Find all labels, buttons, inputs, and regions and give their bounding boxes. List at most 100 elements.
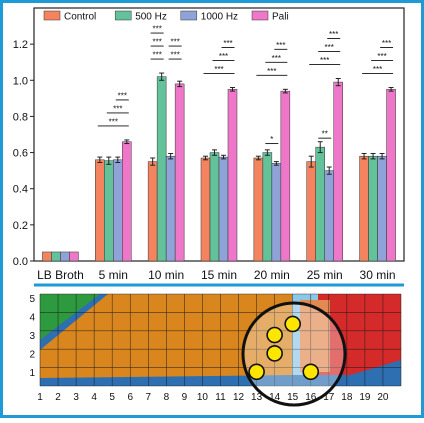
significance-label: *** — [377, 52, 386, 61]
x-tick-label: 20 min — [254, 268, 290, 282]
map-x-label: 3 — [73, 392, 79, 403]
x-tick-label: LB Broth — [37, 268, 84, 282]
x-tick-label: 5 min — [99, 268, 128, 282]
map-x-label: 6 — [127, 392, 133, 403]
map-red-region — [318, 294, 401, 375]
y-tick-label: 0.2 — [13, 220, 28, 232]
bar — [306, 161, 316, 262]
map-x-label: 15 — [287, 392, 299, 403]
map-x-label: 4 — [91, 392, 97, 403]
legend-swatch — [43, 10, 61, 21]
highlight-circle — [241, 301, 347, 407]
map-y-label: 1 — [29, 368, 35, 379]
significance-label: ** — [322, 130, 328, 139]
bar — [359, 155, 369, 262]
map-y-label: 3 — [29, 331, 35, 342]
bar — [42, 251, 52, 262]
map-points — [248, 315, 320, 381]
x-axis: LB Broth 5 min 10 min 15 min 20 min 25 min 30 … — [37, 268, 396, 282]
y-tick-label: 0.6 — [13, 148, 28, 160]
significance-label: *** — [109, 117, 118, 126]
bar — [218, 156, 229, 262]
bar-chart: 0.0 0.2 0.4 0.6 0.8 1.0 1.2 LB Broth 5 min 10 mi… — [13, 7, 405, 282]
bar — [200, 157, 211, 262]
bar — [227, 89, 238, 262]
significance-label: *** — [152, 51, 161, 60]
significance-brackets: ****************************************… — [97, 25, 394, 144]
significance-label: *** — [214, 65, 223, 74]
bar — [122, 141, 132, 262]
significance-label: *** — [272, 54, 281, 63]
map-orange-region — [40, 294, 292, 378]
map-x-label: 17 — [323, 392, 335, 403]
significance-label: *** — [325, 43, 334, 52]
y-tick-label: 1.2 — [13, 39, 28, 51]
significance-label: *** — [276, 41, 285, 50]
map-x-label: 7 — [146, 392, 152, 403]
map-x-label: 14 — [269, 392, 281, 403]
map-grid-lines — [39, 293, 402, 387]
bar — [253, 157, 264, 262]
bar — [95, 159, 105, 262]
map-x-label: 18 — [341, 392, 353, 403]
significance-label: *** — [329, 30, 338, 39]
bar — [113, 159, 123, 262]
significance-label: *** — [152, 25, 161, 34]
y-tick-label: 1.0 — [13, 75, 28, 87]
map-green-region — [40, 294, 100, 340]
bar — [104, 160, 114, 262]
bar — [147, 161, 158, 262]
map-x-label: 11 — [215, 392, 226, 403]
x-tick-label: 30 min — [360, 268, 396, 282]
map-x-label: 19 — [359, 392, 371, 403]
significance-label: *** — [219, 52, 228, 61]
map-point — [302, 363, 320, 381]
map-y-label: 5 — [29, 294, 35, 305]
bar — [174, 83, 185, 262]
map-salmon-region — [300, 300, 330, 372]
bar — [377, 155, 387, 262]
legend-label: Control — [64, 12, 96, 23]
significance-label: *** — [170, 38, 179, 47]
significance-label: *** — [382, 39, 391, 48]
significance-label: * — [270, 135, 273, 144]
bar — [209, 152, 220, 262]
significance-label: *** — [118, 91, 127, 100]
x-tick-label: 15 min — [201, 268, 237, 282]
legend: Control 500 Hz 1000 Hz Pali — [43, 10, 289, 23]
map-x-label: 9 — [182, 392, 188, 403]
bar — [165, 155, 176, 262]
map-point — [266, 326, 283, 344]
map-x-label: 10 — [197, 392, 209, 403]
y-tick-label: 0.0 — [13, 256, 28, 268]
bar — [333, 81, 343, 262]
legend-label: 500 Hz — [135, 12, 167, 23]
bar — [368, 155, 378, 262]
map-y-label: 2 — [29, 349, 35, 360]
legend-swatch — [114, 10, 132, 21]
bar — [262, 152, 273, 262]
bar — [324, 170, 334, 262]
legend-label: Pali — [272, 12, 289, 23]
bar — [315, 146, 325, 262]
significance-label: *** — [223, 39, 232, 48]
map-x-label: 8 — [164, 392, 170, 403]
x-tick-label: 25 min — [307, 268, 343, 282]
significance-label: *** — [152, 38, 161, 47]
map-point — [248, 363, 265, 381]
legend-swatch — [251, 10, 269, 21]
bar — [271, 163, 282, 262]
bar — [51, 251, 61, 262]
bar — [69, 251, 79, 262]
significance-label: *** — [373, 65, 382, 74]
significance-label: *** — [113, 104, 122, 113]
map-x-label: 1 — [37, 392, 43, 403]
map-x-label: 12 — [233, 392, 245, 403]
legend-swatch — [180, 10, 198, 21]
x-tick-label: 10 min — [148, 268, 184, 282]
bar — [60, 251, 70, 262]
